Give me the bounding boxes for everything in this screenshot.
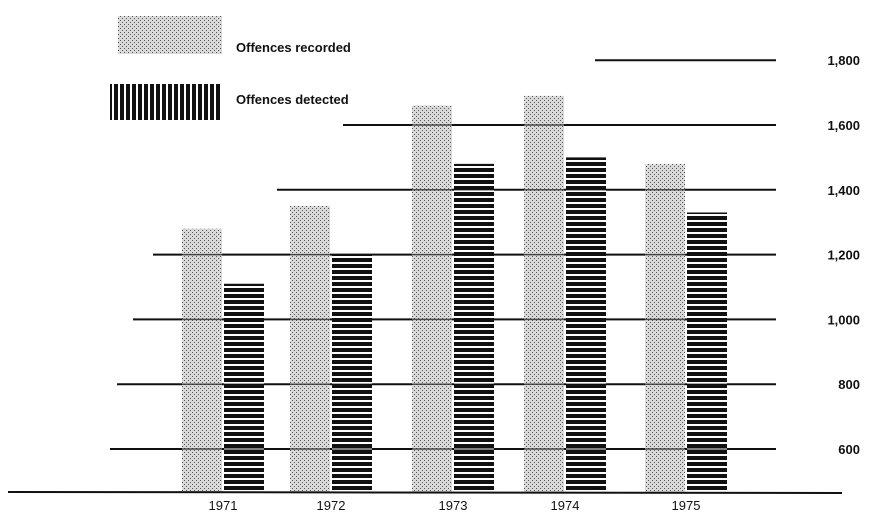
bar-recorded (182, 228, 222, 492)
y-tick-label: 1,000 (827, 312, 860, 327)
y-tick-label: 800 (838, 377, 860, 392)
bar-recorded (645, 163, 685, 492)
y-tick-label: 1,600 (827, 118, 860, 133)
gridlines-overlay (110, 59, 776, 450)
bars (182, 95, 727, 493)
y-tick-label: 1,400 (827, 183, 860, 198)
x-tick-label: 1971 (209, 498, 238, 513)
y-axis-ticks: 600 800 1,000 1,200 1,400 1,600 1,800 (827, 53, 860, 457)
x-tick-label: 1974 (551, 498, 580, 513)
x-tick-label: 1975 (672, 498, 701, 513)
bar-recorded (524, 95, 564, 492)
bar-detected (332, 254, 372, 492)
y-tick-label: 1,800 (827, 53, 860, 68)
x-tick-label: 1972 (317, 498, 346, 513)
x-axis-labels: 1971 1972 1973 1974 1975 (209, 498, 701, 513)
x-tick-label: 1973 (439, 498, 468, 513)
legend: Offences recorded Offences detected (110, 16, 351, 120)
bar-detected (687, 212, 727, 493)
legend-label-detected: Offences detected (236, 92, 349, 107)
bar-recorded (412, 105, 452, 492)
bar-detected (454, 163, 494, 492)
bar-recorded (290, 206, 330, 492)
legend-swatch-detected (110, 84, 220, 120)
legend-swatch-recorded (118, 16, 222, 54)
y-tick-label: 600 (838, 442, 860, 457)
y-tick-label: 1,200 (827, 248, 860, 263)
bar-detected (566, 157, 606, 492)
legend-label-recorded: Offences recorded (236, 40, 351, 55)
bar-detected (224, 283, 264, 492)
x-axis-baseline (7, 491, 843, 494)
